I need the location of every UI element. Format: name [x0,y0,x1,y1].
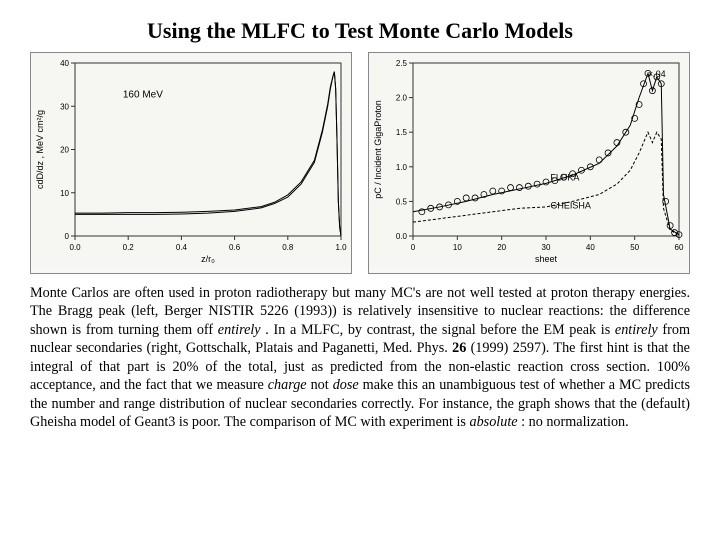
body-text: : no normalization. [518,414,629,430]
charts-row: 0.0 0.2 0.4 0.6 0.8 1.0 0 10 20 30 40 z/r₀ cdD/dz , … [30,52,690,274]
svg-text:0: 0 [411,243,416,252]
svg-text:0.0: 0.0 [69,243,81,252]
svg-text:FLUKA: FLUKA [550,173,579,183]
svg-text:1.0: 1.0 [396,163,408,172]
page-title: Using the MLFC to Test Monte Carlo Model… [30,18,690,44]
svg-text:160 MeV: 160 MeV [123,90,163,101]
body-text-italic: dose [333,377,359,393]
body-text-bold: 26 [452,340,466,356]
svg-text:×.04: ×.04 [648,69,666,79]
svg-text:20: 20 [60,146,69,155]
svg-text:cdD/dz , MeV cm²/g: cdD/dz , MeV cm²/g [35,110,45,189]
body-text: not [307,377,333,393]
svg-text:50: 50 [630,243,639,252]
svg-text:GHEISHA: GHEISHA [550,200,591,210]
svg-text:2.5: 2.5 [396,59,408,68]
svg-text:60: 60 [675,243,684,252]
svg-text:sheet: sheet [535,254,558,264]
body-text-italic: charge [268,377,307,393]
svg-text:40: 40 [586,243,595,252]
svg-text:10: 10 [60,189,69,198]
body-paragraph: Monte Carlos are often used in proton ra… [30,284,690,432]
svg-text:30: 30 [60,102,69,111]
svg-text:1.5: 1.5 [396,128,408,137]
svg-text:0.0: 0.0 [396,232,408,241]
svg-text:0.8: 0.8 [282,243,294,252]
svg-text:0: 0 [65,232,70,241]
svg-text:0.2: 0.2 [123,243,135,252]
svg-text:30: 30 [542,243,551,252]
svg-text:0.6: 0.6 [229,243,241,252]
svg-text:0.5: 0.5 [396,197,408,206]
svg-text:z/r₀: z/r₀ [201,254,215,264]
svg-text:40: 40 [60,59,69,68]
body-text: . In a MLFC, by contrast, the signal bef… [261,322,615,338]
svg-text:2.0: 2.0 [396,94,408,103]
left-chart: 0.0 0.2 0.4 0.6 0.8 1.0 0 10 20 30 40 z/r₀ cdD/dz , … [30,52,352,274]
right-chart: 0 10 20 30 40 50 60 0.0 0.5 1.0 1.5 2.0 2.5 sheet pC /… [368,52,690,274]
svg-text:0.4: 0.4 [176,243,188,252]
svg-text:1.0: 1.0 [335,243,347,252]
svg-text:10: 10 [453,243,462,252]
body-text-italic: absolute [469,414,517,430]
body-text-italic: entirely [218,322,261,338]
svg-text:20: 20 [497,243,506,252]
body-text-italic: entirely [615,322,658,338]
svg-text:pC / Incident GigaProton: pC / Incident GigaProton [373,100,383,199]
